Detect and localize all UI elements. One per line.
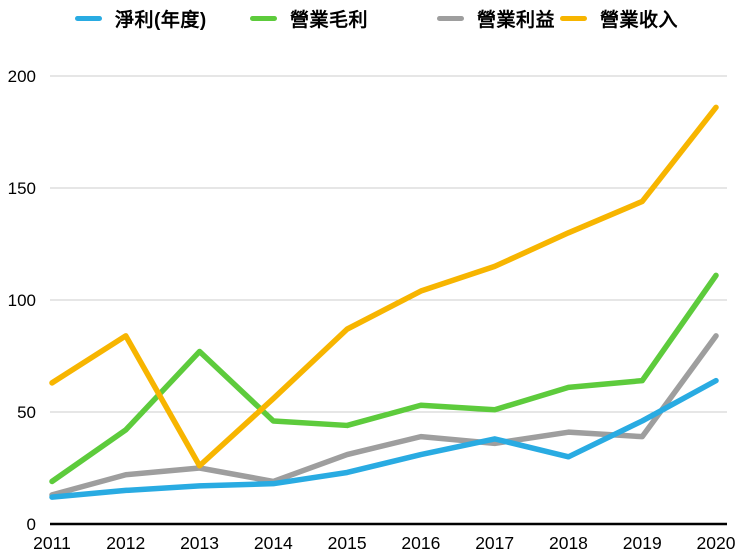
legend-label: 營業毛利: [290, 9, 369, 31]
series-line-3[interactable]: [49, 104, 719, 469]
x-tick-label: 2017: [475, 533, 514, 553]
net-income-swatch-icon: [75, 15, 102, 21]
legend-item-revenue[interactable]: 營業收入: [560, 4, 678, 32]
x-tick-label: 2020: [697, 533, 736, 553]
y-tick-label: 50: [17, 403, 36, 422]
x-tick-label: 2011: [33, 533, 71, 553]
x-tick-label: 2013: [180, 533, 219, 553]
legend-label: 淨利(年度): [115, 9, 207, 31]
series-line-1[interactable]: [49, 272, 719, 485]
y-tick-label: 200: [8, 67, 36, 86]
x-tick-label: 2016: [401, 533, 440, 553]
y-tick-label: 0: [27, 515, 36, 534]
chart-legend: 淨利(年度) 營業毛利 營業利益 營業收入: [0, 4, 740, 32]
x-tick-label: 2012: [106, 533, 145, 553]
legend-item-operating-income[interactable]: 營業利益: [437, 4, 555, 32]
series-line-0[interactable]: [49, 377, 719, 500]
y-tick-label: 100: [8, 291, 36, 310]
x-tick-label: 2014: [254, 533, 293, 553]
series-line-2[interactable]: [49, 333, 719, 498]
x-tick-label: 2018: [549, 533, 588, 553]
gross-profit-swatch-icon: [250, 15, 277, 21]
y-tick-label: 150: [8, 179, 36, 198]
legend-item-gross-profit[interactable]: 營業毛利: [250, 4, 368, 32]
legend-item-net-income[interactable]: 淨利(年度): [75, 4, 207, 32]
x-tick-label: 2015: [328, 533, 367, 553]
operating-income-swatch-icon: [437, 15, 464, 21]
revenue-swatch-icon: [560, 15, 587, 21]
legend-label: 營業收入: [600, 9, 679, 31]
x-tick-label: 2019: [623, 533, 662, 553]
legend-label: 營業利益: [477, 9, 556, 31]
